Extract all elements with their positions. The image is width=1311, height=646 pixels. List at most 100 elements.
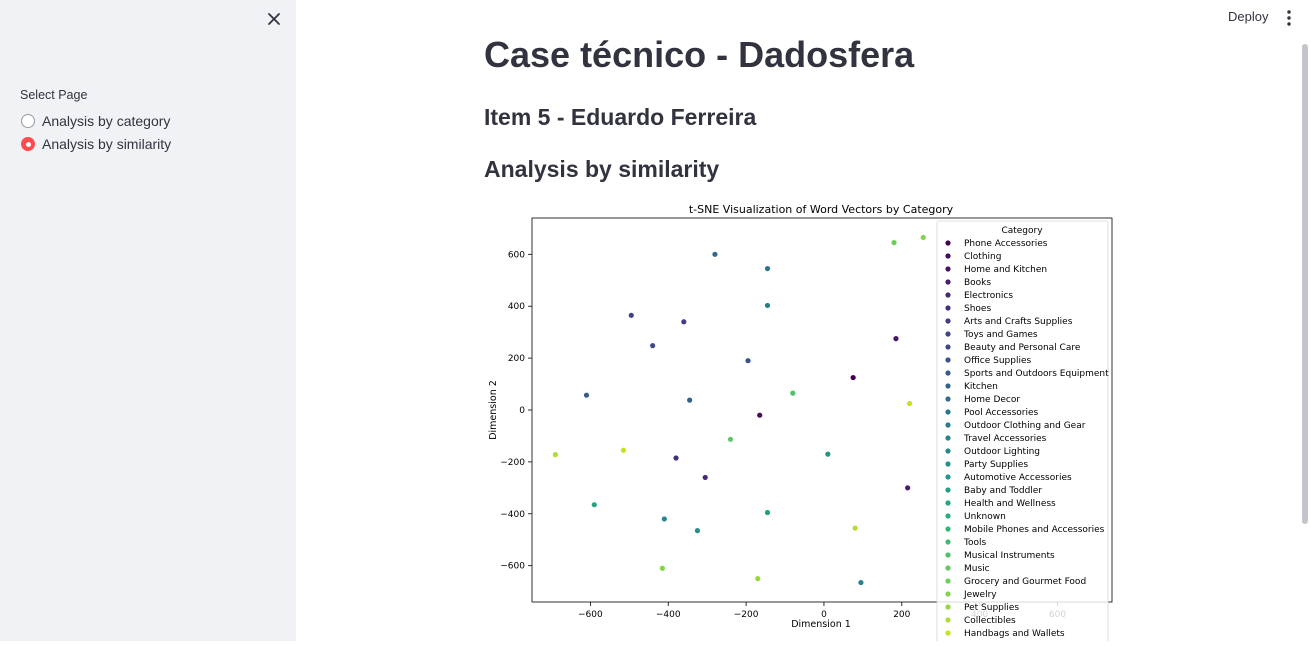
- legend-marker: [945, 266, 951, 272]
- data-point: [764, 265, 771, 272]
- legend-entry: Home Decor: [964, 395, 1020, 405]
- data-point: [702, 474, 708, 481]
- y-tick-label: 400: [508, 302, 525, 312]
- data-point: [687, 397, 693, 403]
- x-axis-label: Dimension 1: [791, 619, 851, 630]
- x-tick-label: −400: [656, 610, 681, 620]
- legend-entry: Toys and Games: [963, 330, 1038, 340]
- legend-entry: Musical Instruments: [964, 551, 1055, 561]
- more-options-icon[interactable]: [1281, 8, 1297, 28]
- data-point: [591, 502, 597, 508]
- legend-marker: [945, 630, 951, 636]
- data-point: [757, 412, 763, 418]
- tsne-figure: t-SNE Visualization of Word Vectors by C…: [480, 196, 1130, 646]
- data-point: [628, 312, 634, 318]
- legend-marker: [945, 448, 951, 454]
- legend-entry: Music: [964, 564, 990, 574]
- data-point: [891, 240, 897, 246]
- legend-entry: Home and Kitchen: [964, 265, 1047, 275]
- legend-box: [936, 220, 1109, 646]
- data-point: [850, 374, 856, 381]
- radio-selected-icon[interactable]: [21, 137, 35, 151]
- legend-entry: Baby and Toddler: [964, 486, 1042, 496]
- sidebar: Select Page Analysis by category Analysi…: [0, 0, 296, 641]
- legend-marker: [945, 513, 951, 519]
- legend-entry: Sports and Outdoors Equipment: [964, 369, 1109, 379]
- legend-marker: [945, 383, 951, 389]
- chart-title: t-SNE Visualization of Word Vectors by C…: [689, 203, 954, 216]
- data-point: [659, 565, 666, 571]
- data-point: [920, 234, 926, 241]
- legend-entry: Beauty and Personal Care: [964, 343, 1081, 353]
- legend-entry: Collectibles: [964, 616, 1016, 626]
- legend-marker: [945, 240, 951, 246]
- legend-entry: Shoes: [964, 304, 991, 314]
- legend-marker: [945, 617, 951, 623]
- data-point: [905, 485, 911, 491]
- legend-marker: [945, 591, 951, 597]
- y-tick-label: −400: [500, 510, 525, 520]
- data-point: [552, 452, 558, 458]
- legend-marker: [945, 279, 951, 285]
- data-point: [764, 302, 771, 309]
- data-point: [694, 528, 701, 534]
- legend-title: Category: [1001, 226, 1043, 236]
- legend-marker: [945, 396, 951, 402]
- data-point: [727, 436, 734, 442]
- legend-marker: [945, 487, 951, 493]
- data-point: [755, 576, 761, 582]
- legend-entry: Health and Wellness: [964, 499, 1056, 509]
- x-tick-label: 200: [893, 610, 910, 620]
- y-tick-label: −600: [500, 562, 525, 572]
- data-point: [661, 516, 667, 522]
- legend-marker: [945, 604, 951, 610]
- data-point: [673, 455, 679, 461]
- legend-marker: [945, 409, 951, 415]
- legend-marker: [945, 552, 951, 558]
- tsne-scatter-chart: t-SNE Visualization of Word Vectors by C…: [488, 203, 1113, 646]
- radio-analysis-by-category[interactable]: Analysis by category: [20, 111, 170, 131]
- legend-marker: [945, 422, 951, 428]
- legend-marker: [945, 474, 951, 480]
- legend-entry: Outdoor Lighting: [964, 447, 1040, 457]
- y-tick-label: 0: [519, 406, 525, 416]
- x-tick-label: −600: [578, 610, 603, 620]
- select-page-label: Select Page: [20, 88, 88, 102]
- data-point: [764, 509, 771, 516]
- legend-entry: Unknown: [964, 512, 1006, 522]
- x-tick-label: 0: [821, 610, 827, 620]
- radio-label: Analysis by category: [42, 113, 171, 129]
- y-tick-label: 600: [508, 250, 525, 260]
- deploy-button[interactable]: Deploy: [1228, 9, 1269, 24]
- data-point: [583, 392, 590, 398]
- data-point: [790, 390, 796, 396]
- main-scrollbar[interactable]: [1302, 44, 1308, 524]
- radio-unselected-icon[interactable]: [21, 114, 35, 128]
- legend-marker: [945, 539, 951, 545]
- legend-entry: Pet Supplies: [964, 603, 1019, 613]
- legend-marker: [945, 578, 951, 584]
- legend-entry: Handbags and Wallets: [964, 629, 1065, 639]
- legend-marker: [945, 565, 951, 571]
- legend-marker: [945, 253, 951, 259]
- legend-entry: Travel Accessories: [963, 434, 1047, 444]
- page-subtitle: Item 5 - Eduardo Ferreira: [484, 104, 757, 130]
- legend-marker: [945, 318, 951, 324]
- legend-entry: Pool Accessories: [964, 408, 1039, 418]
- radio-analysis-by-similarity[interactable]: Analysis by similarity: [20, 134, 171, 154]
- data-point: [712, 251, 718, 257]
- legend-marker: [945, 500, 951, 506]
- legend-marker: [945, 331, 951, 337]
- legend-marker: [945, 305, 951, 311]
- legend-entry: Phone Accessories: [964, 239, 1048, 249]
- legend-entry: Kitchen: [964, 382, 998, 392]
- data-point: [825, 451, 831, 457]
- y-tick-label: 200: [508, 354, 525, 364]
- legend-marker: [945, 292, 951, 298]
- close-sidebar-icon[interactable]: [264, 9, 284, 29]
- legend-entry: Books: [964, 278, 991, 288]
- legend-marker: [945, 370, 951, 376]
- legend-entry: Arts and Crafts Supplies: [964, 317, 1073, 327]
- legend-entry: Outdoor Clothing and Gear: [964, 421, 1086, 431]
- data-point: [650, 343, 656, 349]
